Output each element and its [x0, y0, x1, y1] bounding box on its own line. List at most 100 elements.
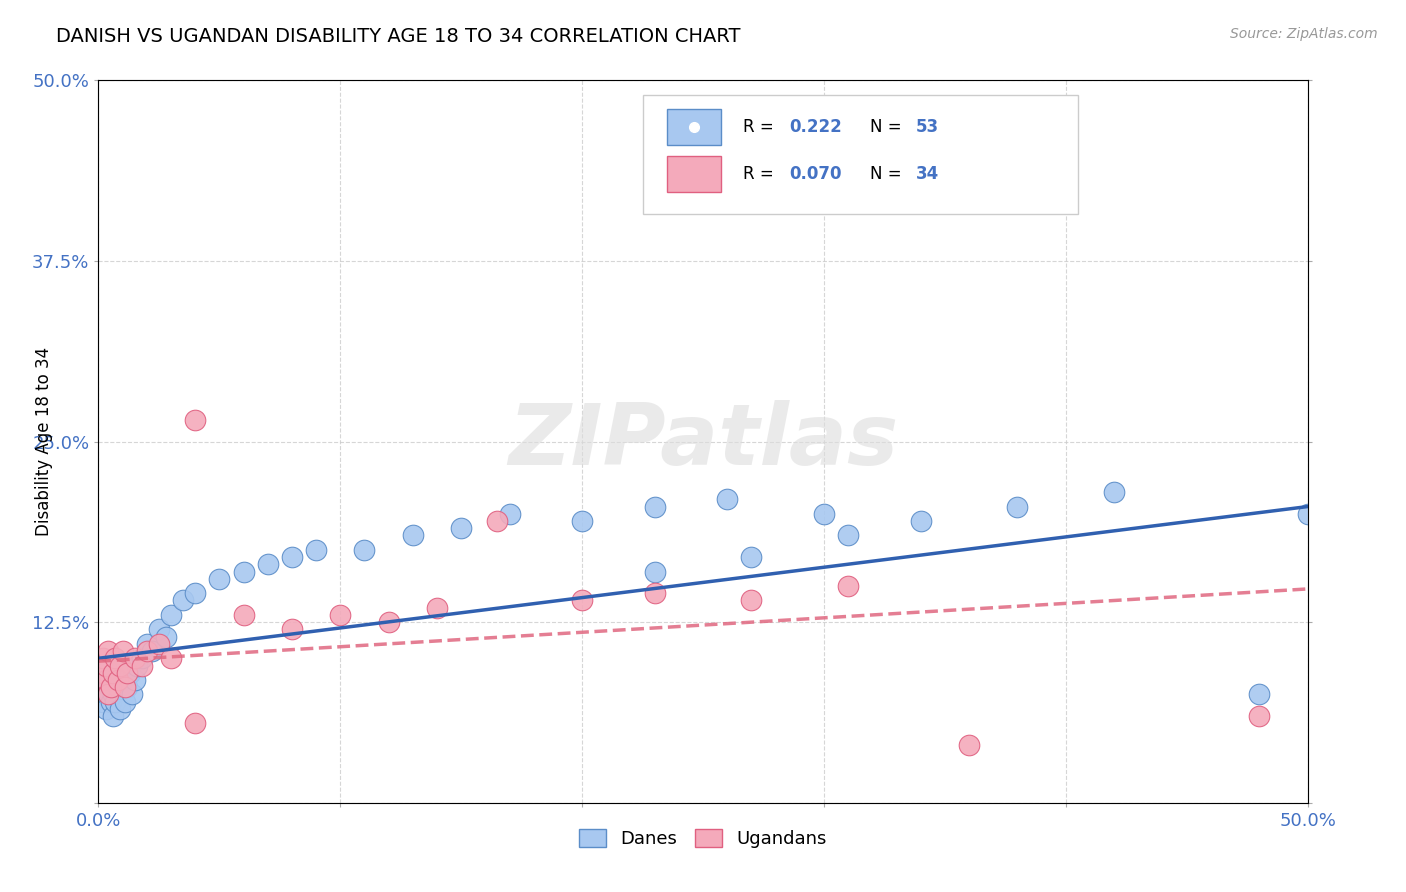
- Point: [94, 658, 117, 673]
- Point: [108, 658, 131, 673]
- Point: [910, 514, 932, 528]
- Point: [353, 542, 375, 557]
- Point: [1102, 485, 1125, 500]
- Point: [91, 651, 114, 665]
- Point: [184, 586, 207, 600]
- Point: [114, 695, 136, 709]
- Point: [91, 665, 114, 680]
- Point: [127, 658, 149, 673]
- Point: [1296, 507, 1319, 521]
- Point: [114, 680, 136, 694]
- Point: [131, 658, 153, 673]
- Text: R =: R =: [742, 119, 779, 136]
- Point: [184, 716, 207, 731]
- Point: [740, 593, 762, 607]
- Text: 0.070: 0.070: [789, 165, 841, 183]
- Point: [94, 673, 117, 687]
- Point: [837, 528, 859, 542]
- Point: [97, 687, 120, 701]
- Point: [104, 651, 127, 665]
- Point: [837, 579, 859, 593]
- Point: [108, 702, 131, 716]
- Point: [232, 607, 254, 622]
- Point: [107, 665, 129, 680]
- Point: [644, 500, 666, 514]
- Point: [402, 528, 425, 542]
- Point: [644, 586, 666, 600]
- Point: [644, 565, 666, 579]
- Point: [131, 651, 153, 665]
- Point: [160, 607, 183, 622]
- Point: [94, 673, 117, 687]
- Point: [94, 702, 117, 716]
- Point: [90, 658, 112, 673]
- Point: [117, 665, 139, 680]
- Point: [104, 673, 127, 687]
- Text: DANISH VS UGANDAN DISABILITY AGE 18 TO 34 CORRELATION CHART: DANISH VS UGANDAN DISABILITY AGE 18 TO 3…: [56, 27, 741, 45]
- Point: [716, 492, 738, 507]
- Point: [232, 565, 254, 579]
- Point: [571, 593, 593, 607]
- Point: [160, 651, 183, 665]
- Point: [281, 550, 304, 565]
- Point: [172, 593, 194, 607]
- Point: [107, 673, 129, 687]
- FancyBboxPatch shape: [666, 109, 721, 145]
- Point: [118, 665, 141, 680]
- Point: [740, 550, 762, 565]
- Point: [1249, 709, 1271, 723]
- Point: [305, 542, 328, 557]
- Point: [100, 695, 122, 709]
- Point: [1007, 500, 1029, 514]
- Point: [97, 665, 120, 680]
- Text: 53: 53: [915, 119, 939, 136]
- Point: [141, 644, 163, 658]
- Point: [97, 644, 120, 658]
- Point: [498, 507, 520, 521]
- Text: Source: ZipAtlas.com: Source: ZipAtlas.com: [1230, 27, 1378, 41]
- Point: [208, 572, 231, 586]
- Point: [571, 514, 593, 528]
- Point: [184, 413, 207, 427]
- Text: R =: R =: [742, 165, 779, 183]
- Text: Disability Age 18 to 34: Disability Age 18 to 34: [35, 347, 53, 536]
- Point: [135, 637, 157, 651]
- Text: N =: N =: [870, 165, 907, 183]
- Point: [111, 644, 134, 658]
- Point: [148, 623, 170, 637]
- Point: [256, 558, 278, 572]
- Point: [91, 695, 114, 709]
- Point: [117, 680, 139, 694]
- Point: [101, 665, 124, 680]
- Point: [124, 673, 146, 687]
- Point: [135, 644, 157, 658]
- Point: [90, 687, 112, 701]
- Point: [450, 521, 472, 535]
- FancyBboxPatch shape: [643, 95, 1078, 214]
- Point: [104, 695, 127, 709]
- Point: [111, 673, 134, 687]
- Point: [426, 600, 449, 615]
- Point: [124, 651, 146, 665]
- FancyBboxPatch shape: [666, 156, 721, 193]
- Text: 34: 34: [915, 165, 939, 183]
- Text: ZIPatlas: ZIPatlas: [508, 400, 898, 483]
- Point: [329, 607, 352, 622]
- Point: [377, 615, 399, 630]
- Point: [155, 630, 177, 644]
- Point: [107, 680, 129, 694]
- Point: [91, 680, 114, 694]
- Point: [486, 514, 509, 528]
- Point: [111, 658, 134, 673]
- Text: 0.222: 0.222: [789, 119, 842, 136]
- Point: [121, 687, 143, 701]
- Point: [957, 738, 980, 752]
- Legend: Danes, Ugandans: Danes, Ugandans: [572, 822, 834, 855]
- Point: [100, 680, 122, 694]
- Point: [1249, 687, 1271, 701]
- Text: N =: N =: [870, 119, 907, 136]
- Point: [813, 507, 835, 521]
- Point: [281, 623, 304, 637]
- Point: [148, 637, 170, 651]
- Point: [101, 687, 124, 701]
